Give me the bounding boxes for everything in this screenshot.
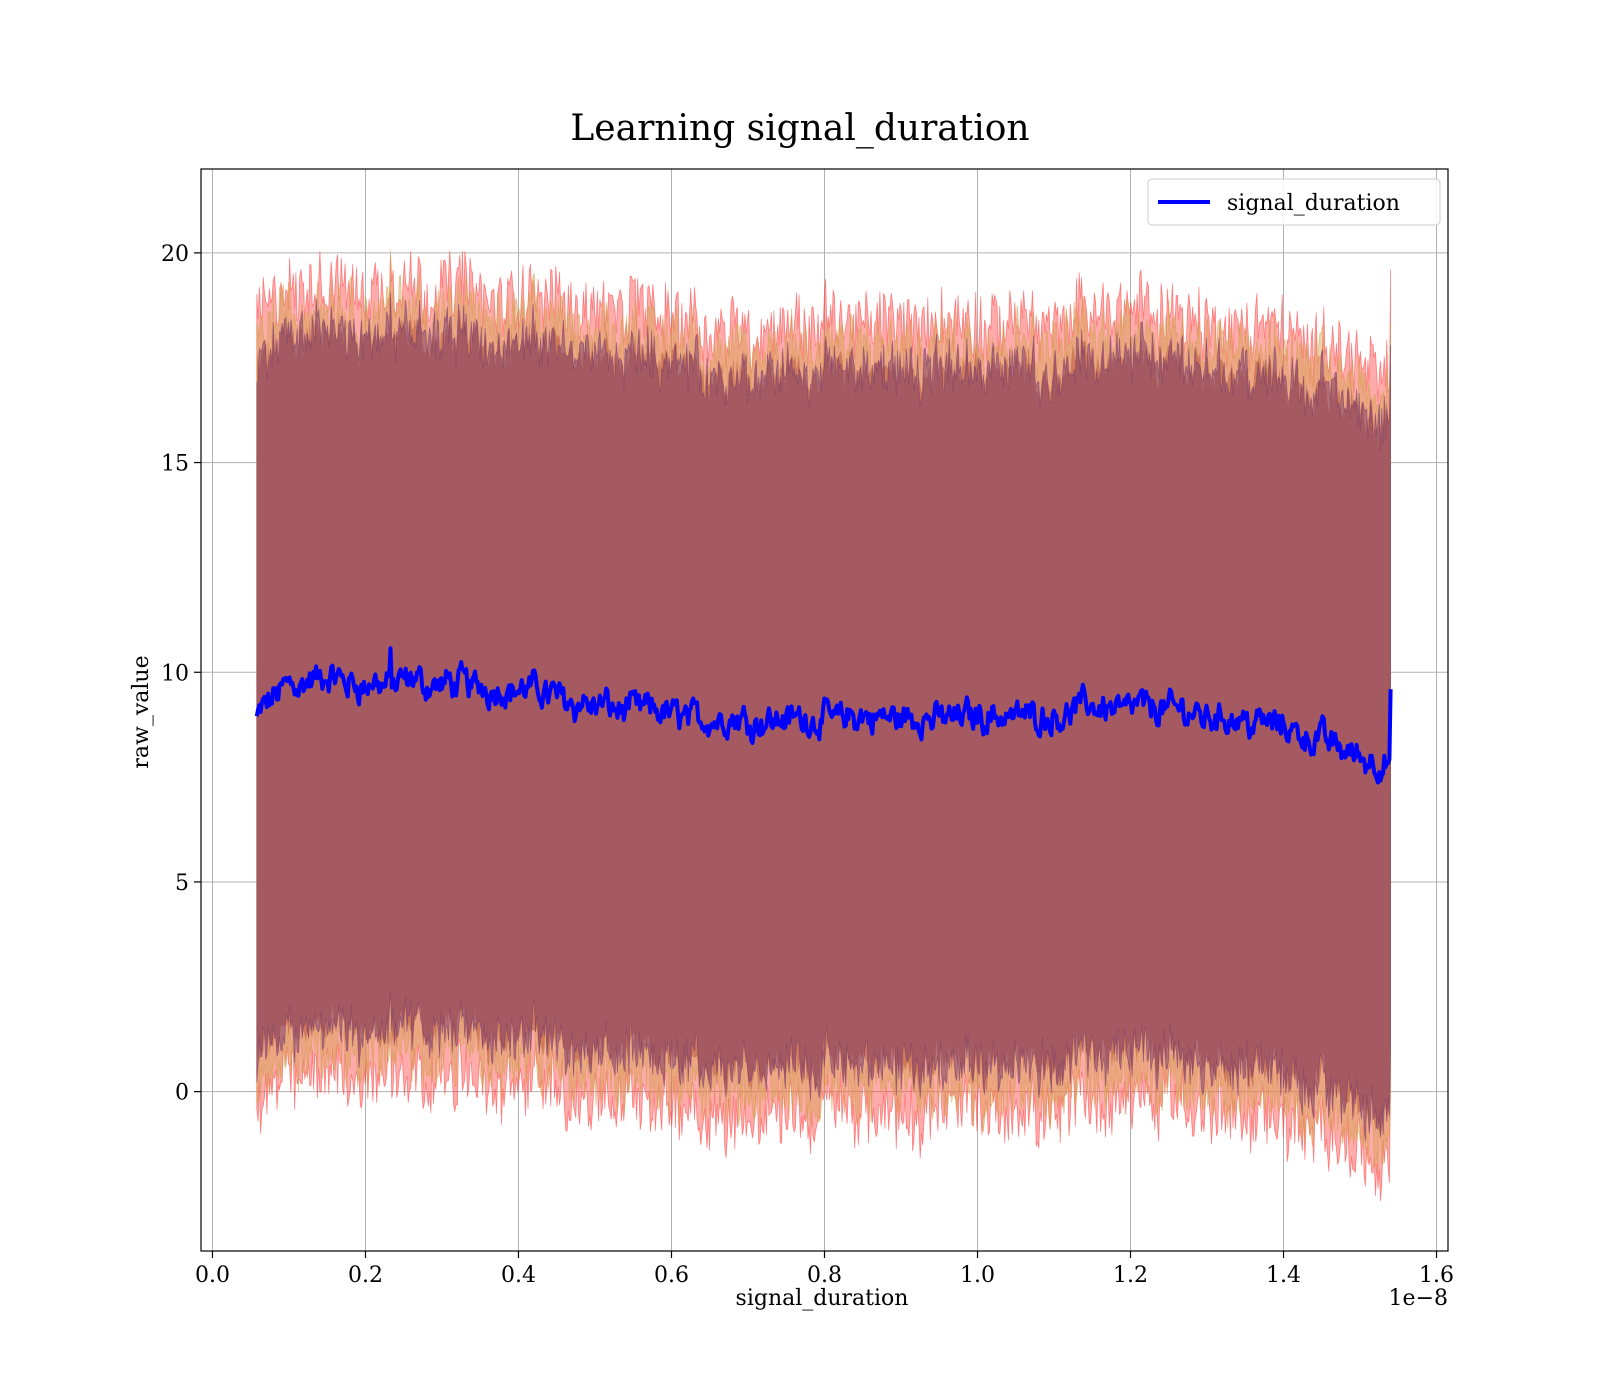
y-tick-label: 15 xyxy=(161,452,189,477)
x-axis-ticks: 0.0 0.2 0.4 0.6 0.8 1.0 1.2 1.4 1.6 xyxy=(195,1251,1454,1288)
x-axis-offset-label: 1e−8 xyxy=(1389,1286,1448,1311)
y-tick-label: 10 xyxy=(161,661,189,686)
x-tick-label: 0.4 xyxy=(501,1263,536,1288)
x-tick-label: 1.4 xyxy=(1266,1263,1301,1288)
confidence-bands xyxy=(256,250,1391,1202)
x-tick-label: 1.6 xyxy=(1419,1263,1454,1288)
series-lines xyxy=(254,646,1393,785)
x-tick-label: 0.8 xyxy=(807,1263,842,1288)
y-tick-label: 20 xyxy=(161,242,189,267)
legend-entry: signal_duration xyxy=(1227,191,1400,216)
legend: signal_duration xyxy=(1147,178,1441,226)
x-tick-label: 1.2 xyxy=(1113,1263,1148,1288)
y-axis-ticks: 0 5 10 15 20 xyxy=(161,242,201,1106)
series-line xyxy=(254,646,1393,785)
x-tick-label: 0.0 xyxy=(195,1263,230,1288)
x-tick-label: 0.2 xyxy=(348,1263,383,1288)
x-axis-label: signal_duration xyxy=(736,1286,909,1311)
y-tick-label: 5 xyxy=(175,871,189,896)
legend-box xyxy=(1147,178,1441,226)
x-tick-label: 0.6 xyxy=(654,1263,689,1288)
y-tick-label: 0 xyxy=(175,1081,189,1106)
y-axis-label: raw_value xyxy=(129,655,154,768)
chart-title: Learning signal_duration xyxy=(570,108,1029,149)
x-tick-label: 1.0 xyxy=(960,1263,995,1288)
